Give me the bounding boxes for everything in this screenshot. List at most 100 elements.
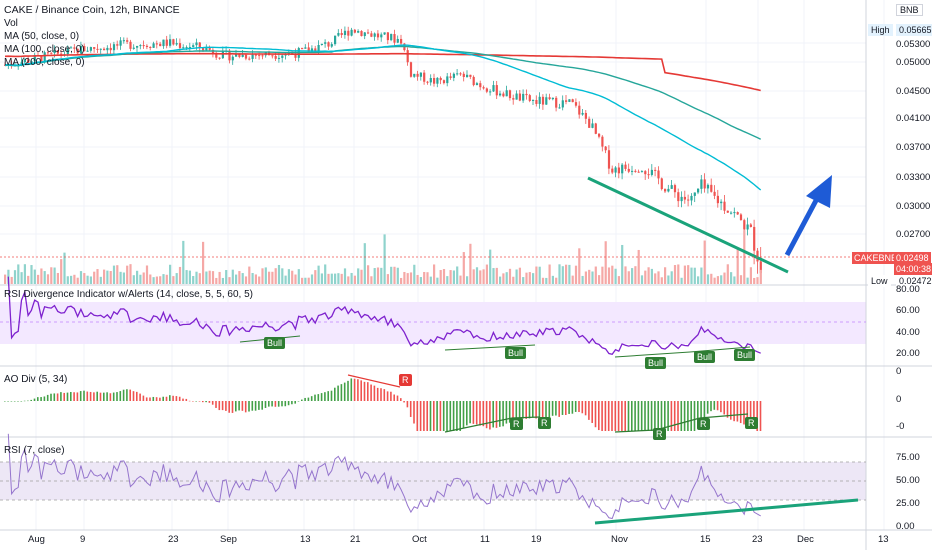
candle-body [637,171,640,173]
time-label-nov: Nov [611,534,628,545]
candle-body [294,53,297,58]
time-label-19: 19 [531,534,542,545]
volume-bar [697,276,700,284]
candle-body [231,56,234,61]
volume-bar [307,277,310,284]
currency-label[interactable]: BNB [896,4,923,16]
ao-bar [20,401,23,402]
bull-badge-4: Bull [694,351,716,363]
ao-bar [657,401,659,431]
candle-body [472,76,475,86]
volume-bar [759,269,762,284]
candle-body [254,54,257,56]
volume-bar [489,249,492,284]
ao-bar [83,390,85,401]
candle-body [188,46,191,48]
ao-bar [650,401,653,431]
candle-body [706,184,710,189]
volume-bar [439,270,442,284]
ao-bar [37,397,39,401]
volume-bar [149,274,152,284]
volume-bar [13,270,17,284]
candle-body [277,57,281,59]
candle-body [241,54,244,57]
volume-bar [287,269,290,284]
volume-bars [4,230,762,284]
volume-bar [294,274,297,284]
volume-bar [109,271,112,284]
candle-body [683,196,686,200]
ao-bar [241,401,244,411]
ao-tick-2: 0 [896,394,902,405]
ao-bar [640,401,643,431]
ao-bar [624,401,626,431]
candle-body [165,39,168,46]
volume-bar [657,271,660,284]
ma50-line [4,44,762,191]
ao-bar [683,401,686,431]
ao-bar [545,401,547,419]
ao-bar [244,401,247,413]
candle-body [76,48,79,54]
volume-bar [700,267,703,284]
candle-body [83,46,86,52]
candle-body [136,45,139,48]
candle-body [330,44,333,47]
volume-bar [469,243,472,284]
volume-bar [621,244,624,284]
volume-bar [142,272,145,284]
ao-bar [654,401,656,431]
ao-bar [27,400,29,402]
candle-body [23,59,26,63]
ao-bar [4,401,6,402]
candle-body [693,192,696,196]
candle-body [162,39,165,47]
candle-body [581,112,584,115]
volume-bar [376,267,380,284]
countdown-tag: 04:00:38 [894,263,932,275]
ao-bar [581,401,584,414]
volume-bar [456,266,459,284]
candle-body [244,54,248,59]
ao-bar [93,392,95,401]
volume-bar [505,272,508,284]
ao-bar [713,401,716,410]
volume-bar [538,266,541,284]
candle-body [469,74,472,77]
ao-bar [403,401,405,403]
candle-body [680,196,683,202]
volume-bar [644,270,647,284]
ao-bar [634,401,636,431]
volume-bar [739,275,743,284]
volume-bar [350,272,353,284]
ao-bar [50,393,52,401]
ao-bar [433,401,435,431]
ma50-label: MA (50, close, 0) [4,31,80,42]
volume-bar [271,271,274,284]
ma100-line [4,45,762,140]
ao-bar [561,401,564,415]
low-value: 0.02472 [896,275,932,287]
volume-bar [284,275,287,284]
candle-body [594,123,597,134]
volume-bar [93,271,96,284]
volume-bar [291,270,294,284]
volume-bar [103,269,106,284]
candle-body [390,34,393,41]
ao-bar [172,395,174,401]
ao-bar [584,401,587,416]
ao-bar [145,397,148,401]
volume-bar [584,271,587,284]
ao-bar [574,401,577,412]
high-label: High [868,24,893,36]
ao-bar [383,389,386,401]
volume-bar [46,274,50,284]
rsi-div-tick-40: 40.00 [896,327,920,338]
volume-bar [452,270,455,284]
ao-bar [343,382,346,401]
candle-body [258,55,261,57]
ao-bar [376,387,379,401]
ao-bull-badge-1: R [510,418,523,430]
ao-bar [17,401,19,402]
candle-body [423,72,426,82]
